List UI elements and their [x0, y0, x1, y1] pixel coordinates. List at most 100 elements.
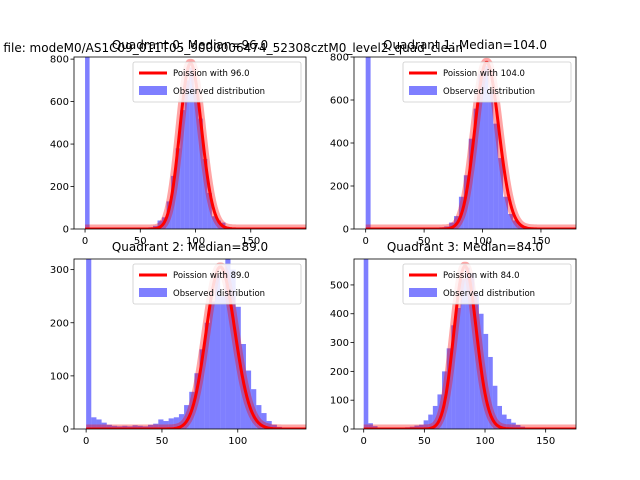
histogram-bar: [106, 424, 112, 429]
histogram-bar: [194, 373, 200, 429]
histogram-bar: [111, 425, 118, 429]
histogram-bar: [137, 425, 143, 429]
histogram-bar: [478, 74, 484, 229]
y-tick-label: 600: [330, 96, 349, 107]
histogram-bar: [506, 418, 512, 429]
histogram-bar: [220, 296, 226, 429]
y-tick-label: 800: [50, 55, 69, 66]
histogram-bar: [460, 279, 466, 429]
legend-label-fit: Poission with 89.0: [173, 271, 250, 281]
histogram-bar: [503, 196, 508, 229]
histogram-bar: [473, 108, 479, 229]
chart-panel-2: 0 50 100 0 100 200 300 Quadrant 2: Median=89.0 P…: [50, 240, 307, 447]
histogram-bar: [423, 420, 429, 429]
x-tick-label: 50: [418, 436, 431, 447]
legend-bar-swatch: [409, 288, 437, 297]
histogram-bar: [148, 424, 154, 429]
histogram-bar: [193, 88, 199, 229]
histogram-bar: [474, 293, 479, 429]
histogram-bar: [502, 414, 507, 429]
histogram-bar: [498, 158, 504, 229]
histogram-bar: [468, 138, 474, 229]
histogram-bar: [517, 224, 523, 229]
histogram-bar: [465, 267, 470, 429]
histogram-bar: [173, 417, 179, 429]
histogram-bar: [163, 421, 169, 429]
histogram-bar: [158, 419, 164, 429]
legend-label-observed: Observed distribution: [173, 87, 265, 97]
y-tick-label: 0: [343, 425, 349, 436]
histogram-bar: [168, 418, 174, 429]
histogram-bar: [449, 222, 455, 229]
histogram-bar: [215, 274, 221, 429]
histogram-bar: [488, 91, 494, 229]
y-tick-label: 200: [50, 182, 69, 193]
histogram-bar: [432, 405, 438, 429]
chart-panel-3: 0 50 100 150 0 100 200 300 400 500 Quadrant 3: Med…: [330, 240, 577, 447]
x-tick-label: 50: [156, 436, 169, 447]
y-tick-label: 200: [330, 367, 349, 378]
histogram-bar: [419, 424, 424, 429]
x-tick-label: 50: [418, 236, 431, 247]
x-tick-label: 100: [228, 436, 247, 447]
legend: Poission with 84.0 Observed distribution: [402, 263, 572, 305]
y-tick-label: 500: [330, 280, 349, 291]
histogram-bar: [497, 405, 502, 429]
histogram-bar: [101, 422, 107, 429]
y-tick-label: 400: [50, 140, 69, 151]
axes-frame: [73, 258, 307, 430]
histogram-bar: [446, 348, 452, 429]
histogram-bar: [211, 216, 217, 229]
histogram-bar: [153, 423, 159, 429]
histogram-bar: [437, 394, 443, 429]
histogram-bar: [122, 425, 128, 429]
histogram-bar: [178, 414, 185, 429]
histogram-bar: [225, 259, 231, 429]
y-tick-label: 300: [330, 338, 349, 349]
legend-label-observed: Observed distribution: [173, 289, 265, 299]
y-tick-label: 0: [63, 425, 69, 436]
legend-frame: [402, 61, 572, 103]
legend-label-fit: Poission with 96.0: [173, 69, 250, 79]
histogram-bar: [469, 273, 475, 429]
histogram-bar: [132, 425, 138, 429]
x-tick-label: 0: [83, 436, 89, 447]
histogram-bar: [512, 220, 518, 229]
x-tick-label: 100: [475, 436, 494, 447]
histogram-bar: [175, 148, 181, 229]
x-tick-label: 150: [241, 236, 260, 247]
histogram-bar: [85, 57, 90, 229]
histogram-bar: [235, 306, 241, 429]
y-tick-label: 400: [330, 309, 349, 320]
x-tick-label: 150: [536, 436, 555, 447]
histogram-bar: [483, 65, 489, 229]
histogram-bar: [492, 385, 498, 429]
x-tick-label: 100: [186, 236, 205, 247]
plot-area: [83, 259, 306, 429]
histogram-bar: [198, 118, 203, 229]
legend-frame: [402, 263, 572, 305]
legend-label-observed: Observed distribution: [443, 289, 535, 299]
histogram-bar: [511, 422, 516, 429]
legend: Poission with 96.0 Observed distribution: [132, 61, 302, 103]
x-tick-label: 150: [531, 236, 550, 247]
chart-title: Quadrant 3: Median=84.0: [387, 240, 543, 254]
legend-bar-swatch: [139, 86, 167, 95]
y-tick-label: 300: [50, 265, 69, 276]
histogram-bar: [96, 419, 102, 429]
legend-bar-swatch: [139, 288, 167, 297]
legend-label-fit: Poission with 84.0: [443, 271, 520, 281]
histogram-bar: [180, 110, 185, 229]
histogram-bar: [365, 57, 371, 229]
chart-title: Quadrant 0: Median=96.0: [112, 38, 268, 52]
poisson-fit-line: [86, 265, 306, 429]
axes-frame: [73, 56, 307, 230]
histogram-bar: [230, 269, 236, 429]
y-tick-label: 0: [343, 225, 349, 236]
histogram-bar: [91, 417, 97, 429]
histogram-bar: [261, 413, 267, 429]
histogram-bar: [199, 349, 205, 429]
y-tick-label: 400: [330, 139, 349, 150]
chart-title: Quadrant 2: Median=89.0: [112, 240, 268, 254]
histogram-bar: [455, 307, 461, 429]
